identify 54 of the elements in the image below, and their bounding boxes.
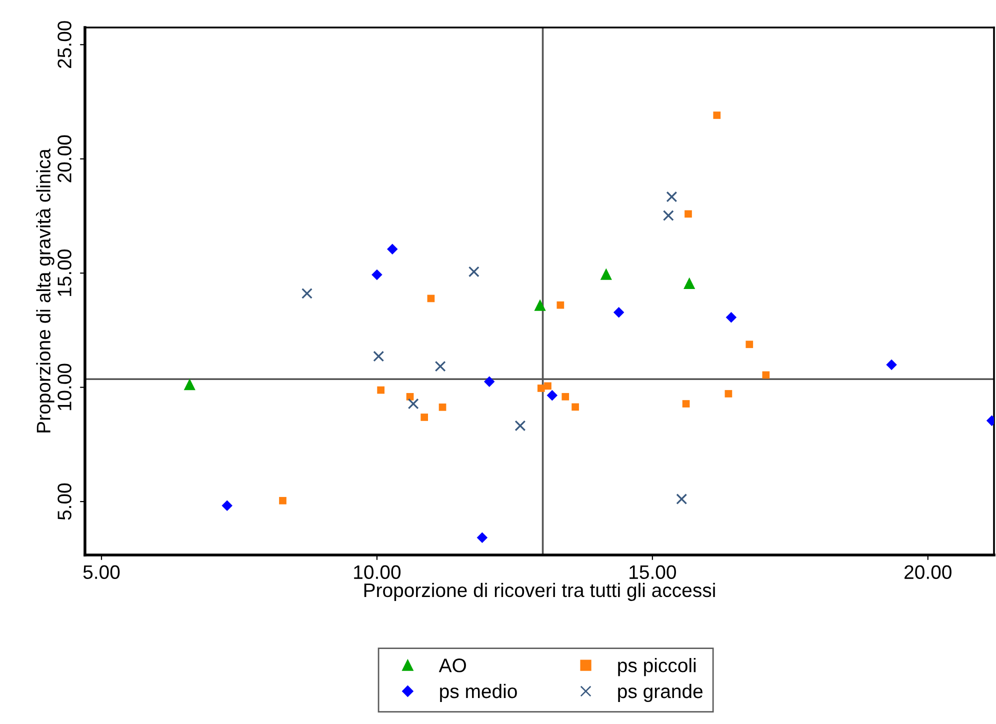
x-tick-label: 15.00 xyxy=(630,565,676,580)
x-axis-title: Proporzione di ricoveri tra tutti gli accessi xyxy=(364,582,715,601)
y-tick-label: 15.00 xyxy=(58,250,72,296)
point xyxy=(662,210,674,222)
point xyxy=(666,191,678,202)
legend-label: ps medio xyxy=(440,684,517,702)
point xyxy=(537,384,545,392)
x-tick-label: 10.00 xyxy=(354,565,401,580)
legend-label: AO xyxy=(438,658,466,672)
point xyxy=(468,266,480,278)
point xyxy=(544,382,552,390)
point xyxy=(387,244,398,254)
point xyxy=(434,360,446,372)
point xyxy=(438,404,446,411)
x-tick-label: 5.00 xyxy=(83,565,120,580)
point xyxy=(408,398,419,410)
y-tick-label: 5.00 xyxy=(58,483,72,520)
point xyxy=(184,378,196,390)
point xyxy=(562,393,570,400)
point xyxy=(684,210,692,218)
point xyxy=(762,371,770,379)
point xyxy=(682,400,690,408)
point xyxy=(684,277,696,289)
x-tick-label: 20.00 xyxy=(904,565,952,580)
point xyxy=(572,403,579,411)
point xyxy=(427,294,435,302)
point xyxy=(377,386,384,394)
point xyxy=(613,307,624,318)
point xyxy=(600,268,612,280)
point xyxy=(726,312,737,323)
legend-label: ps piccoli xyxy=(618,658,696,676)
point xyxy=(746,340,754,348)
point xyxy=(476,532,488,544)
y-tick-label: 20.00 xyxy=(58,135,72,182)
point xyxy=(676,494,688,505)
point xyxy=(713,112,721,119)
point xyxy=(406,393,414,400)
y-tick-label: 10.00 xyxy=(58,364,72,410)
point xyxy=(724,390,732,398)
legend-label: ps grande xyxy=(618,684,702,702)
y-tick-label: 25.00 xyxy=(58,21,72,68)
point xyxy=(372,269,382,280)
y-axis-title: Proporzione di alta gravità clinica xyxy=(36,148,54,432)
point xyxy=(484,376,495,387)
point xyxy=(514,420,526,432)
point xyxy=(534,299,546,311)
point xyxy=(546,390,558,401)
point xyxy=(886,359,897,370)
point xyxy=(301,288,312,299)
point xyxy=(373,350,384,362)
point xyxy=(420,414,428,421)
point xyxy=(279,496,286,504)
point xyxy=(556,301,564,309)
point xyxy=(222,500,232,512)
